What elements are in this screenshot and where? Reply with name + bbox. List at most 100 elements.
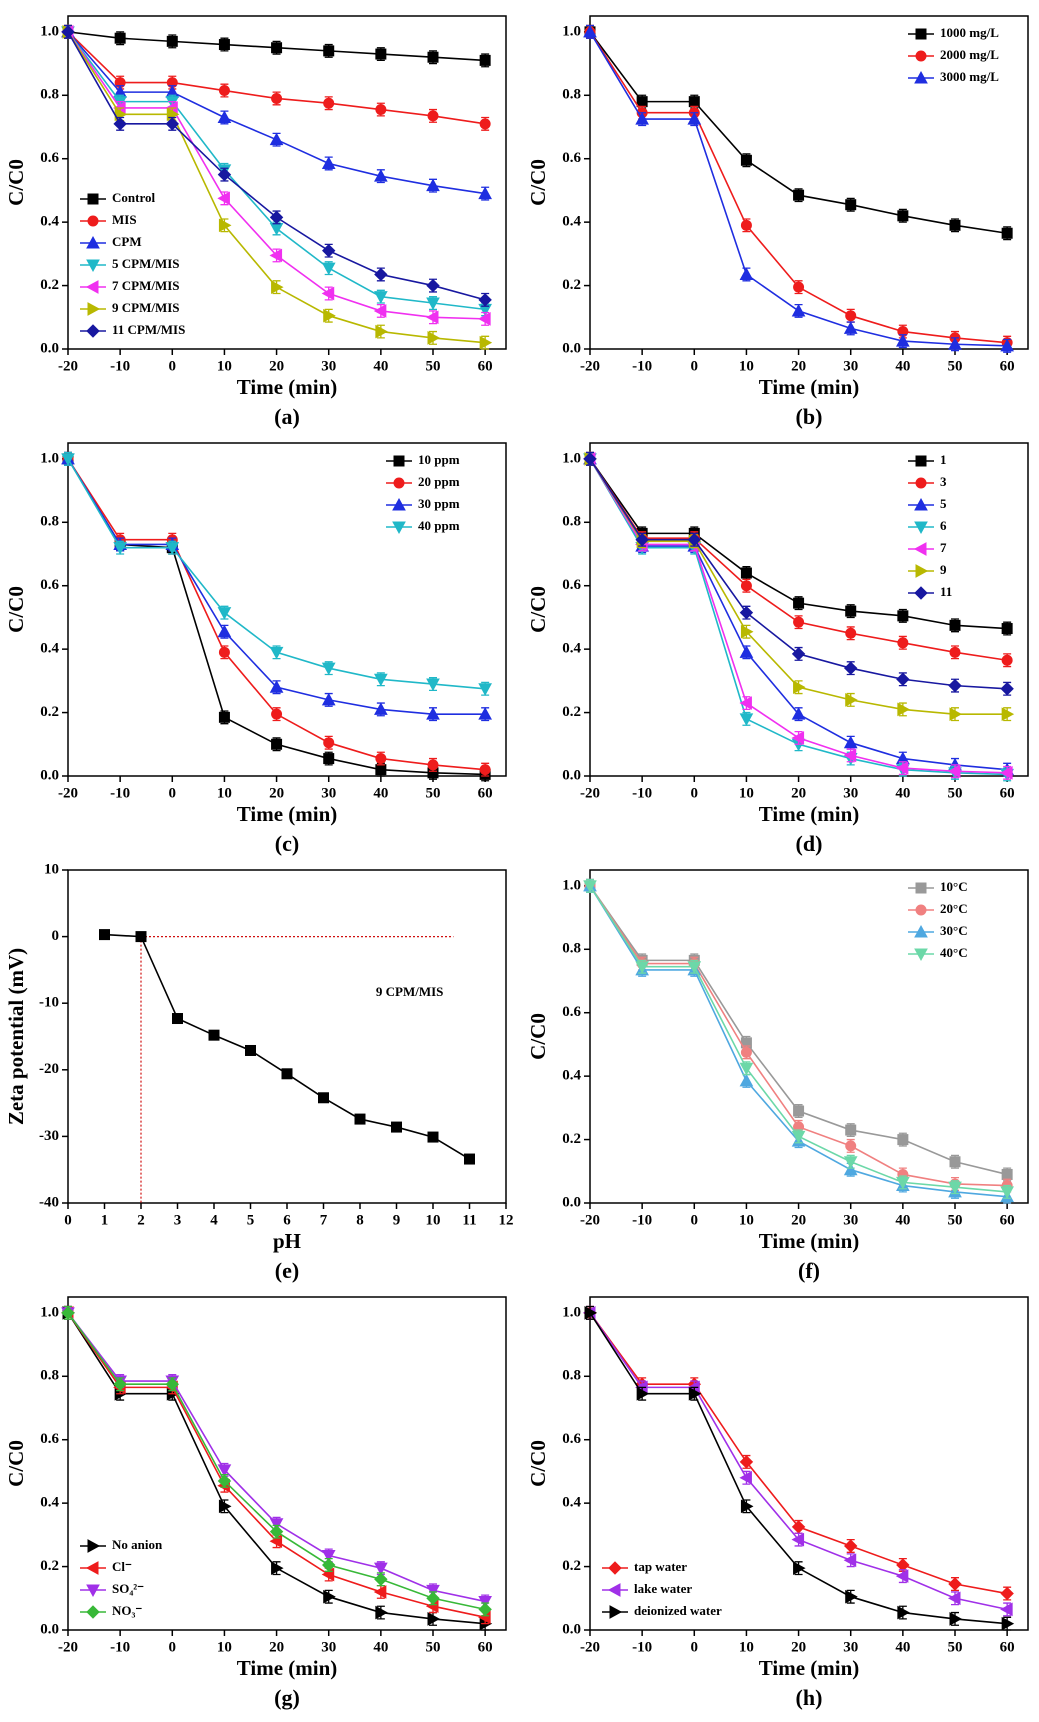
data-point — [323, 45, 335, 57]
data-point — [165, 1377, 179, 1391]
data-point — [269, 132, 284, 146]
data-point — [322, 243, 336, 258]
data-point — [217, 607, 232, 620]
plot-frame — [589, 442, 1029, 777]
data-point — [687, 112, 702, 125]
x-tick-label: 60 — [478, 358, 493, 374]
data-point — [478, 1595, 492, 1609]
data-point — [61, 453, 75, 466]
series-line — [67, 31, 486, 320]
data-point — [375, 1605, 388, 1620]
y-tick-label: 1.0 — [40, 450, 59, 466]
data-point — [61, 1306, 75, 1320]
data-point — [269, 222, 284, 236]
x-tick-label: 10 — [739, 358, 754, 374]
data-point — [636, 1386, 650, 1401]
x-tick-label: 30 — [843, 1212, 858, 1228]
x-tick-label: 30 — [843, 358, 858, 374]
data-point — [843, 1162, 858, 1176]
data-point — [281, 1068, 293, 1080]
data-point — [897, 1605, 910, 1620]
data-point — [845, 1140, 857, 1152]
y-tick-label: -20 — [39, 1061, 59, 1077]
y-tick-label: 0.2 — [40, 1558, 59, 1574]
data-point — [218, 646, 230, 658]
x-tick-label: -10 — [110, 785, 130, 801]
x-tick-label: 0 — [691, 1212, 699, 1228]
data-point — [165, 117, 179, 131]
y-tick-label: 0.2 — [562, 1558, 581, 1574]
data-point — [99, 929, 110, 941]
legend-label: deionized water — [634, 1603, 722, 1618]
data-point — [740, 1499, 754, 1514]
data-point — [374, 169, 388, 182]
data-point — [1000, 1186, 1014, 1199]
data-point — [426, 1591, 440, 1605]
x-tick-label: -20 — [58, 785, 78, 801]
y-tick-label: -10 — [39, 995, 59, 1011]
x-tick-label: 40 — [895, 358, 910, 374]
data-point — [113, 117, 127, 131]
x-tick-label: -10 — [632, 358, 652, 374]
data-point — [375, 753, 387, 765]
data-point — [739, 1455, 754, 1469]
data-point — [269, 1524, 284, 1539]
panel-caption: (g) — [274, 1685, 300, 1710]
data-point — [478, 707, 492, 720]
y-axis-label: Zeta potential (mV) — [4, 948, 28, 1125]
x-tick-label: 0 — [64, 1212, 72, 1228]
legend-marker — [915, 50, 927, 62]
data-point — [843, 1553, 857, 1568]
data-point — [375, 764, 387, 776]
data-point — [374, 702, 388, 715]
data-point — [845, 605, 857, 617]
x-tick-label: -10 — [632, 1212, 652, 1228]
data-point — [739, 1470, 752, 1485]
y-tick-label: 0 — [52, 928, 60, 944]
data-point — [479, 54, 491, 66]
x-tick-label: 12 — [499, 1212, 514, 1228]
series-line — [589, 1312, 1008, 1595]
plot-frame — [67, 869, 507, 1204]
x-axis-label: Time (min) — [237, 375, 338, 399]
data-point — [217, 167, 232, 182]
y-tick-label: 0.2 — [562, 277, 581, 293]
x-axis-label: Time (min) — [237, 802, 338, 826]
data-point — [478, 186, 492, 200]
y-tick-label: 0.2 — [562, 704, 581, 720]
x-tick-label: -20 — [58, 1639, 78, 1655]
x-tick-label: 30 — [843, 785, 858, 801]
y-tick-label: 0.0 — [40, 340, 59, 356]
data-point — [793, 597, 805, 609]
data-point — [478, 293, 492, 307]
data-point — [740, 580, 752, 592]
data-point — [896, 1176, 910, 1190]
legend-marker — [85, 1561, 99, 1575]
legend-marker — [914, 521, 928, 535]
annotation: 9 CPM/MIS — [376, 984, 444, 999]
legend-label: 7 CPM/MIS — [112, 278, 180, 293]
data-point — [269, 646, 284, 660]
y-tick-label: 0.8 — [40, 514, 59, 530]
legend-marker — [914, 586, 928, 600]
data-point — [166, 35, 178, 47]
x-axis-label: Time (min) — [759, 1229, 860, 1253]
data-point — [739, 267, 754, 280]
y-tick-label: -40 — [39, 1194, 59, 1210]
x-tick-label: -10 — [632, 1639, 652, 1655]
x-tick-label: 10 — [426, 1212, 441, 1228]
legend-marker — [86, 1584, 100, 1598]
legend-marker — [85, 280, 99, 294]
legend-marker — [393, 455, 405, 467]
x-tick-label: 0 — [169, 785, 177, 801]
data-point — [218, 711, 230, 723]
legend-marker — [393, 477, 405, 489]
series-line — [589, 1312, 1008, 1625]
x-tick-label: 50 — [948, 1212, 963, 1228]
legend-label: 40 ppm — [418, 518, 460, 533]
data-point — [426, 278, 440, 293]
x-tick-label: 60 — [478, 785, 493, 801]
data-point — [793, 616, 805, 628]
y-tick-label: 1.0 — [40, 1304, 59, 1320]
data-point — [739, 605, 754, 620]
